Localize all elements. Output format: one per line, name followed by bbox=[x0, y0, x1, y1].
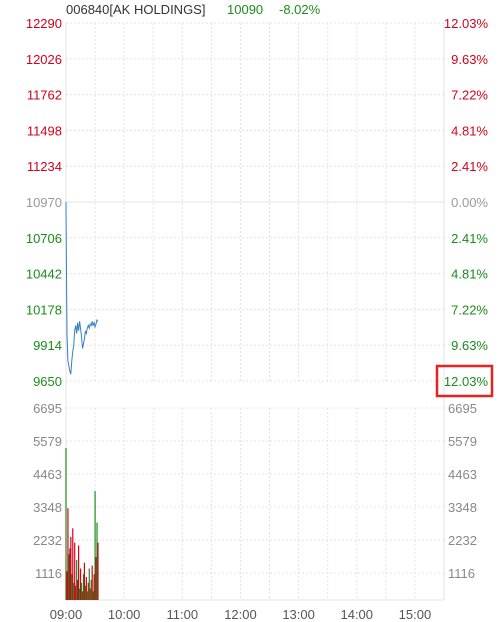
stock-change-pct: -8.02% bbox=[279, 2, 321, 17]
pct-tick-label: 2.41% bbox=[451, 231, 488, 246]
x-tick-label: 12:00 bbox=[224, 607, 257, 622]
price-line-layer bbox=[65, 201, 99, 375]
volume-tick-label-right: 3348 bbox=[448, 500, 477, 515]
price-tick-label: 9650 bbox=[33, 374, 62, 389]
volume-axis-left: 6695 5579 4463 3348 2232 1116 bbox=[33, 401, 62, 581]
highlight-box bbox=[435, 364, 494, 398]
volume-tick-label-right: 2232 bbox=[448, 533, 477, 548]
pct-axis-right: 12.03% 9.63% 7.22% 4.81% 2.41% 0.00% 2.41% 4.81… bbox=[444, 16, 489, 389]
pct-tick-label: 12.03% bbox=[444, 16, 489, 31]
price-axis-left: 12290 12026 11762 11498 11234 10970 10706 10442… bbox=[26, 16, 62, 389]
volume-tick-label: 1116 bbox=[35, 566, 62, 581]
pct-tick-label: 7.22% bbox=[451, 88, 488, 103]
x-tick-label: 09:00 bbox=[50, 607, 83, 622]
price-tick-label: 9914 bbox=[33, 338, 62, 353]
chart-grid bbox=[65, 22, 445, 601]
volume-bars bbox=[65, 448, 99, 600]
price-line bbox=[65, 201, 99, 375]
x-tick-label: 15:00 bbox=[399, 607, 432, 622]
volume-tick-label: 4463 bbox=[33, 467, 62, 482]
price-tick-label: 11498 bbox=[27, 123, 62, 138]
volume-tick-label: 5579 bbox=[33, 434, 62, 449]
pct-tick-label: 0.00% bbox=[451, 195, 488, 210]
volume-tick-label: 6695 bbox=[33, 401, 62, 416]
volume-tick-label: 3348 bbox=[33, 500, 62, 515]
price-tick-label: 11234 bbox=[27, 159, 62, 174]
volume-tick-label-right: 4463 bbox=[448, 467, 477, 482]
pct-tick-label: 7.22% bbox=[451, 302, 488, 317]
x-tick-label: 10:00 bbox=[108, 607, 141, 622]
price-tick-label: 10706 bbox=[26, 231, 62, 246]
volume-tick-label-right: 1116 bbox=[448, 566, 475, 581]
chart-header: 006840[AK HOLDINGS] 10090 -8.02% bbox=[66, 2, 321, 17]
pct-tick-label: 12.03% bbox=[444, 374, 489, 389]
pct-tick-label: 9.63% bbox=[451, 52, 488, 67]
price-tick-label: 10442 bbox=[26, 267, 62, 282]
x-tick-label: 11:00 bbox=[167, 607, 199, 622]
volume-tick-label-right: 6695 bbox=[448, 401, 477, 416]
price-tick-label: 10178 bbox=[26, 302, 62, 317]
highlight-layer bbox=[435, 364, 494, 398]
pct-tick-label: 2.41% bbox=[451, 159, 488, 174]
volume-axis-right: 6695 5579 4463 3348 2232 1116 bbox=[448, 401, 477, 581]
price-tick-label: 10970 bbox=[26, 195, 62, 210]
pct-tick-label: 4.81% bbox=[451, 123, 488, 138]
stock-name: 006840[AK HOLDINGS] bbox=[66, 2, 205, 17]
x-tick-label: 14:00 bbox=[340, 607, 373, 622]
x-tick-label: 13:00 bbox=[282, 607, 315, 622]
time-axis: 09:00 10:00 11:00 12:00 13:00 14:00 15:00 bbox=[50, 607, 431, 622]
stock-price: 10090 bbox=[227, 2, 263, 17]
volume-tick-label-right: 5579 bbox=[448, 434, 477, 449]
pct-tick-label: 4.81% bbox=[451, 267, 488, 282]
price-tick-label: 12026 bbox=[26, 52, 62, 67]
pct-tick-label: 9.63% bbox=[451, 338, 488, 353]
price-tick-label: 11762 bbox=[27, 88, 62, 103]
price-tick-label: 12290 bbox=[26, 16, 62, 31]
volume-tick-label: 2232 bbox=[33, 533, 62, 548]
